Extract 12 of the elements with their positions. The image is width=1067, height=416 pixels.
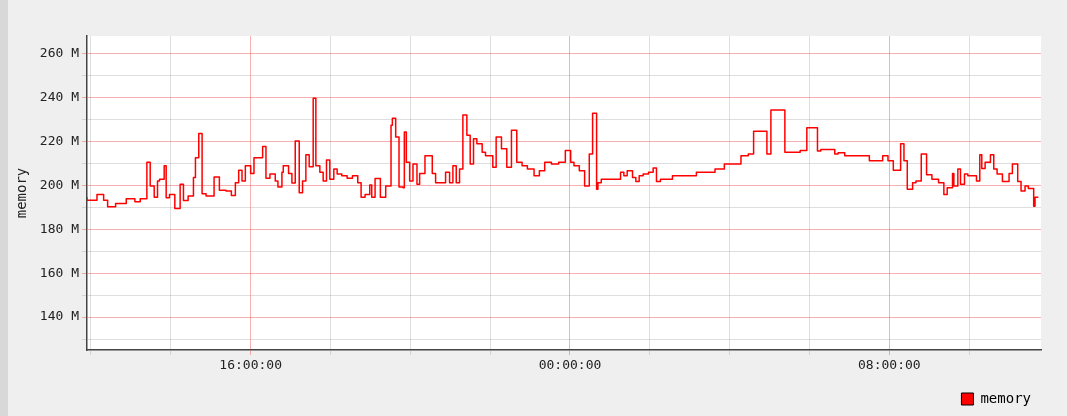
y-tick-label: 260 M [39, 44, 80, 60]
x-tick-label: 16:00:00 [219, 357, 282, 373]
y-tick-label: 140 M [39, 308, 80, 324]
x-tick-label: 08:00:00 [858, 357, 921, 373]
legend-label: memory [980, 389, 1032, 406]
y-tick-label: 220 M [39, 132, 80, 148]
y-tick-label: 180 M [39, 220, 80, 236]
x-tick-label: 00:00:00 [538, 357, 602, 373]
y-axis-title: memory [13, 167, 30, 219]
y-tick-label: 240 M [39, 88, 80, 104]
y-tick-label: 160 M [39, 264, 80, 280]
y-tick-label: 200 M [39, 176, 80, 192]
